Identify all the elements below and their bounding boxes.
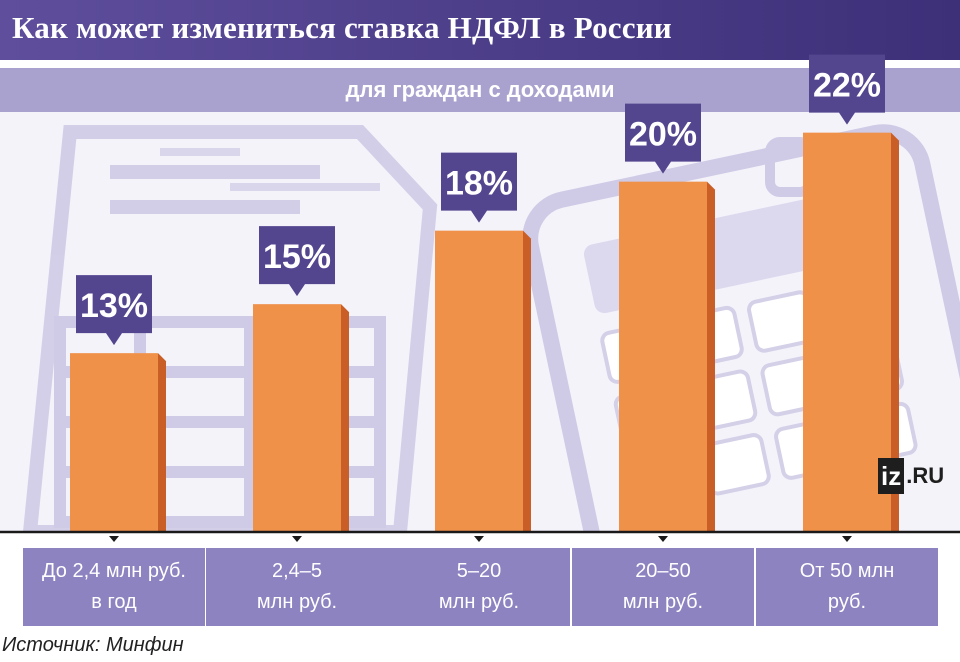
- iz-ru-logo: iz .RU: [878, 456, 954, 496]
- value-label-1: 13%: [80, 287, 148, 325]
- bar-3: [435, 230, 523, 532]
- value-label-2: 15%: [263, 238, 331, 276]
- chart-title: Как может измениться ставка НДФЛ в Росси…: [12, 10, 672, 45]
- logo-brand: iz: [878, 458, 905, 494]
- axis-tick-5: [842, 536, 852, 542]
- value-label-4: 20%: [629, 116, 697, 154]
- value-label-3: 18%: [445, 165, 513, 203]
- bar-side-3: [523, 230, 531, 532]
- value-callout-1: [76, 275, 152, 346]
- axis-tick-4: [658, 536, 668, 542]
- axis-tick-3: [474, 536, 484, 542]
- category-label-2: 2,4–5 млн руб.: [206, 548, 388, 626]
- value-label-5: 22%: [813, 67, 881, 105]
- chart-subtitle: для граждан с доходами: [345, 77, 615, 102]
- category-label-1: До 2,4 млн руб. в год: [23, 548, 205, 626]
- bar-4: [619, 181, 707, 532]
- value-callout-5: [809, 54, 885, 125]
- bar-side-1: [158, 353, 166, 532]
- bar-side-5: [891, 132, 899, 532]
- bar-1: [70, 353, 158, 532]
- bar-5: [803, 132, 891, 532]
- header-bar: Как может измениться ставка НДФЛ в Росси…: [0, 0, 960, 60]
- axis-tick-2: [292, 536, 302, 542]
- category-label-3: 5–20 млн руб.: [388, 548, 570, 626]
- subtitle-bar: для граждан с доходами: [0, 68, 960, 112]
- category-label-4: 20–50 млн руб.: [572, 548, 754, 626]
- bar-side-2: [341, 304, 349, 532]
- value-callout-3: [441, 152, 517, 223]
- logo-suffix: .RU: [906, 463, 945, 488]
- value-callout-2: [259, 226, 335, 297]
- category-label-5: От 50 млн руб.: [756, 548, 938, 626]
- value-callout-4: [625, 103, 701, 174]
- axis-tick-1: [109, 536, 119, 542]
- source-note: Источник: Минфин: [2, 634, 184, 656]
- bar-2: [253, 304, 341, 532]
- bar-side-4: [707, 181, 715, 532]
